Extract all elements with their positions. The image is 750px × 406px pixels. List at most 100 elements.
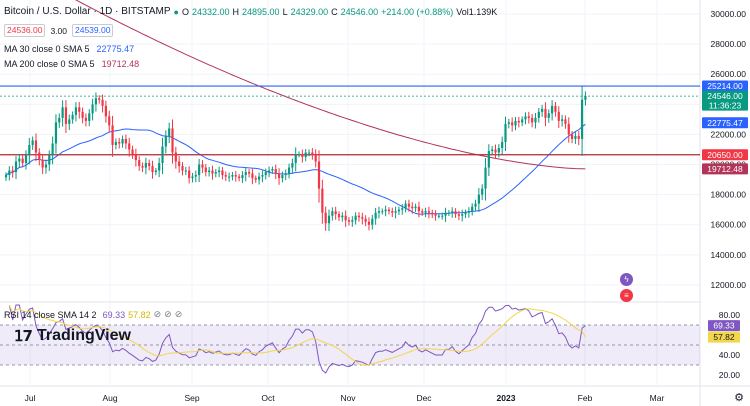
candle-body xyxy=(64,107,68,124)
candle-body xyxy=(281,175,284,179)
symbol-legend: Bitcoin / U.S. Dollar · 1D · BITSTAMP ● … xyxy=(4,6,497,17)
candle-body xyxy=(128,143,131,150)
candle-body xyxy=(144,163,147,168)
rsi-tick-label: 40.00 xyxy=(719,350,741,360)
candle-body xyxy=(48,155,51,165)
candle-body xyxy=(244,172,247,176)
candle-body xyxy=(384,209,387,212)
candle-body xyxy=(437,215,440,217)
candle-body xyxy=(507,122,510,124)
candle-body xyxy=(264,172,267,176)
ma30-line xyxy=(5,123,586,215)
candle-body xyxy=(517,120,520,123)
candle-body xyxy=(277,173,281,179)
candle-body xyxy=(191,176,194,179)
candle-body xyxy=(561,119,564,121)
candle-body xyxy=(224,175,227,177)
candle-body xyxy=(521,119,524,123)
gear-icon[interactable]: ⚙ xyxy=(734,392,744,404)
tradingview-mark-icon: 𝟣7 xyxy=(14,327,33,345)
candle-body xyxy=(367,221,371,225)
candle-body xyxy=(381,211,384,213)
candle-body xyxy=(451,211,454,213)
eye-icon[interactable]: ⊘ xyxy=(153,309,162,319)
candle-body xyxy=(94,98,98,105)
candle-body xyxy=(504,123,507,142)
candle-body xyxy=(374,212,377,219)
candle-body xyxy=(571,134,574,139)
candle-body xyxy=(357,215,361,218)
price-tick-label: 26000.00 xyxy=(711,69,747,79)
candle-body xyxy=(314,154,317,162)
candle-body xyxy=(31,140,34,145)
candle-body xyxy=(391,211,394,213)
candle-body xyxy=(404,203,407,209)
candle-body xyxy=(580,99,584,139)
price-tick-label: 18000.00 xyxy=(711,190,747,200)
candle-body xyxy=(551,105,554,114)
time-tick-label: 2023 xyxy=(497,393,516,403)
hide-icon[interactable]: ⊘ xyxy=(174,309,183,319)
rsi-tick-label: 80.00 xyxy=(719,310,741,320)
ask-button[interactable]: 24539.00 xyxy=(72,24,114,37)
candle-body xyxy=(567,123,570,135)
candle-body xyxy=(574,135,577,139)
countdown-label: 11:36:23 xyxy=(709,101,742,111)
price-axis: 12000.0014000.0016000.0018000.0020000.00… xyxy=(702,9,748,380)
price-badge-label: 25214.00 xyxy=(707,81,743,91)
candle-body xyxy=(347,220,351,222)
flash-icon[interactable]: ϟ xyxy=(620,273,633,286)
candle-body xyxy=(221,170,224,176)
candle-body xyxy=(121,138,124,144)
candle-body xyxy=(134,154,137,161)
candle-body xyxy=(514,120,517,126)
ma30-label: MA 30 close 0 SMA 5 xyxy=(4,44,90,54)
candle-body xyxy=(524,116,527,120)
candle-body xyxy=(84,117,88,121)
bid-button[interactable]: 24536.00 xyxy=(4,24,46,37)
settings-icon[interactable]: ⊘ xyxy=(164,309,172,319)
ma30-value: 22775.47 xyxy=(96,44,135,54)
tradingview-logo: 𝟣7 TradingView xyxy=(14,327,131,345)
candle-body xyxy=(577,135,580,139)
candle-body xyxy=(238,176,241,179)
candle-body xyxy=(14,161,18,173)
candle-body xyxy=(464,212,467,215)
candle-body xyxy=(304,152,307,158)
price-badge-label: 20650.00 xyxy=(707,150,743,160)
candle-body xyxy=(78,107,81,112)
candle-body xyxy=(118,141,121,144)
candle-body xyxy=(497,147,500,153)
candle-body xyxy=(321,188,324,213)
time-tick-label: Jul xyxy=(25,393,36,403)
candle-body xyxy=(544,108,547,118)
candle-body xyxy=(18,158,21,162)
time-tick-label: Sep xyxy=(184,393,199,403)
candle-body xyxy=(151,166,154,173)
candle-body xyxy=(371,218,374,225)
low-label: L xyxy=(282,6,288,17)
candle-body xyxy=(198,164,201,176)
rsi-sma-line xyxy=(8,304,586,366)
candle-body xyxy=(194,175,197,177)
time-tick-label: Mar xyxy=(650,393,665,403)
candle-body xyxy=(74,107,78,115)
ma30-legend: MA 30 close 0 SMA 5 22775.47 xyxy=(4,44,134,54)
candles xyxy=(4,86,587,231)
candle-body xyxy=(181,166,184,171)
candle-body xyxy=(61,107,64,118)
candle-body xyxy=(554,105,557,112)
candle-body xyxy=(68,119,71,124)
candle-body xyxy=(257,176,261,180)
candle-body xyxy=(188,170,191,179)
us-flag-icon[interactable]: ≡ xyxy=(620,289,633,302)
candle-body xyxy=(454,211,457,215)
candle-body xyxy=(287,167,291,174)
candle-body xyxy=(534,117,537,123)
rsi-badge-label: 57.82 xyxy=(713,332,735,342)
price-badge-label: 19712.48 xyxy=(707,164,743,174)
candle-body xyxy=(397,209,401,212)
candle-body xyxy=(467,211,470,213)
rsi-line xyxy=(8,304,586,374)
